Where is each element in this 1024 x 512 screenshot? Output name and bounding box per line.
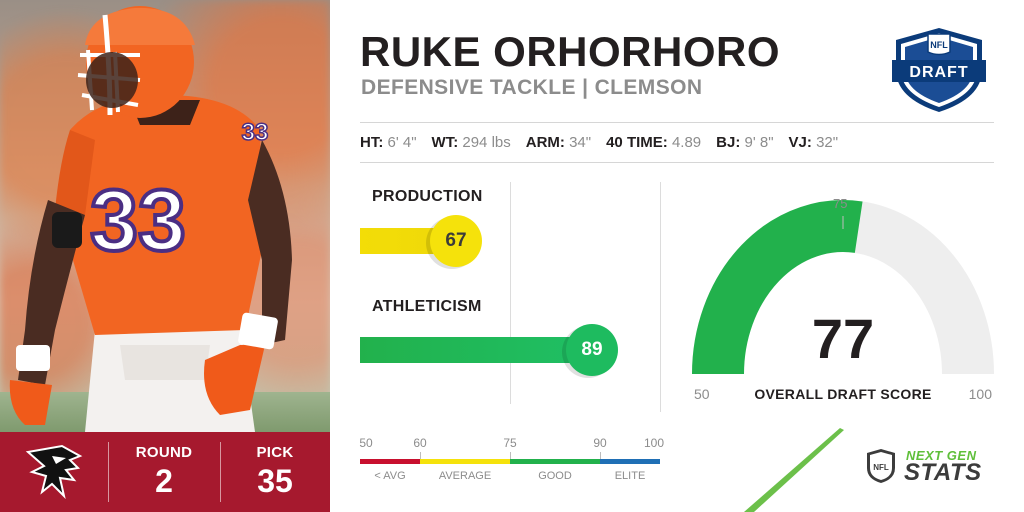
- scale-category: < AVG: [374, 470, 406, 482]
- athleticism-bar: [360, 337, 588, 363]
- player-figure: 33 33: [9, 6, 292, 432]
- overall-score-value: 77: [811, 307, 875, 370]
- measurable-arm: ARM: 34": [525, 134, 592, 151]
- measurables-row: HT: 6' 4" WT: 294 lbs ARM: 34" 40 TIME: …: [360, 134, 853, 151]
- next-gen-stats-logo: NFL NEXT GEN STATS: [866, 448, 996, 488]
- round-cell: ROUND 2: [108, 444, 220, 499]
- gauge-fill: [692, 200, 863, 375]
- nfl-draft-logo: DRAFT NFL: [892, 28, 986, 112]
- draft-logo-nfl: NFL: [930, 40, 948, 50]
- player-name: RUKE ORHORHORO: [360, 28, 781, 75]
- measurable-40-time: 40 TIME: 4.89: [606, 134, 702, 151]
- divider: [360, 122, 994, 123]
- measurable-height: HT: 6' 4": [360, 134, 417, 151]
- overall-score-gauge: 75 77 50 OVERALL DRAFT SCORE 100: [690, 196, 996, 412]
- scale-band-average: [420, 459, 510, 464]
- scale-band-elite: [600, 459, 660, 464]
- production-score: 67: [430, 215, 482, 267]
- scale-tickline: [600, 452, 601, 460]
- divider: [360, 162, 994, 163]
- gauge-min-label: 50: [694, 386, 710, 402]
- athleticism-label: ATHLETICISM: [372, 298, 482, 315]
- team-bar-divider: [220, 442, 221, 502]
- ngs-line1: NEXT GEN: [906, 448, 977, 463]
- gauge-max-label: 100: [968, 386, 992, 402]
- team-bar-divider: [108, 442, 109, 502]
- scale-tick: 100: [643, 436, 665, 450]
- jersey-number: 33: [90, 173, 186, 269]
- nfl-shield-icon: NFL: [867, 449, 895, 483]
- scale-category: ELITE: [614, 470, 646, 482]
- scale-band-good: [510, 459, 600, 464]
- pick-label: PICK: [256, 444, 294, 461]
- gauge-arc: [692, 200, 994, 375]
- pick-cell: PICK 35: [220, 444, 330, 499]
- scale-tick: 50: [359, 436, 373, 450]
- decorative-stripe: [744, 428, 844, 512]
- draft-logo-text: DRAFT: [909, 64, 968, 81]
- pick-value: 35: [257, 463, 293, 499]
- score-bars: PRODUCTION 67 ATHLETICISM 89: [360, 182, 660, 404]
- scale-tickline: [510, 452, 511, 460]
- round-value: 2: [155, 463, 173, 499]
- gauge-marker-label: 75: [833, 196, 848, 211]
- section-divider: [660, 182, 661, 412]
- gridline-75: [510, 182, 511, 404]
- ngs-shield-text: NFL: [873, 463, 889, 472]
- shoulder-number: 33: [242, 119, 269, 146]
- athleticism-score: 89: [566, 324, 618, 376]
- round-label: ROUND: [135, 444, 193, 461]
- scale-category: GOOD: [538, 470, 572, 482]
- measurable-vertical-jump: VJ: 32": [788, 134, 839, 151]
- production-label: PRODUCTION: [372, 188, 483, 205]
- overall-score-title: OVERALL DRAFT SCORE: [754, 386, 932, 402]
- scale-category: AVERAGE: [438, 470, 492, 482]
- scale-tick: 60: [413, 436, 427, 450]
- score-scale-legend: 50 60 75 90 100 < AVG AVERAGE GOOD ELITE: [359, 436, 665, 486]
- team-bar: ROUND 2 PICK 35: [0, 432, 330, 512]
- scale-tick: 75: [503, 436, 517, 450]
- measurable-weight: WT: 294 lbs: [431, 134, 511, 151]
- measurable-broad-jump: BJ: 9' 8": [716, 134, 774, 151]
- falcon-logo-icon: [25, 444, 83, 500]
- player-photo: 33 33: [0, 0, 330, 432]
- scale-tick: 90: [593, 436, 607, 450]
- scale-band-below-avg: [360, 459, 420, 464]
- scale-tickline: [420, 452, 421, 460]
- player-position-school: DEFENSIVE TACKLE | CLEMSON: [361, 76, 703, 99]
- ngs-line2: STATS: [904, 459, 982, 486]
